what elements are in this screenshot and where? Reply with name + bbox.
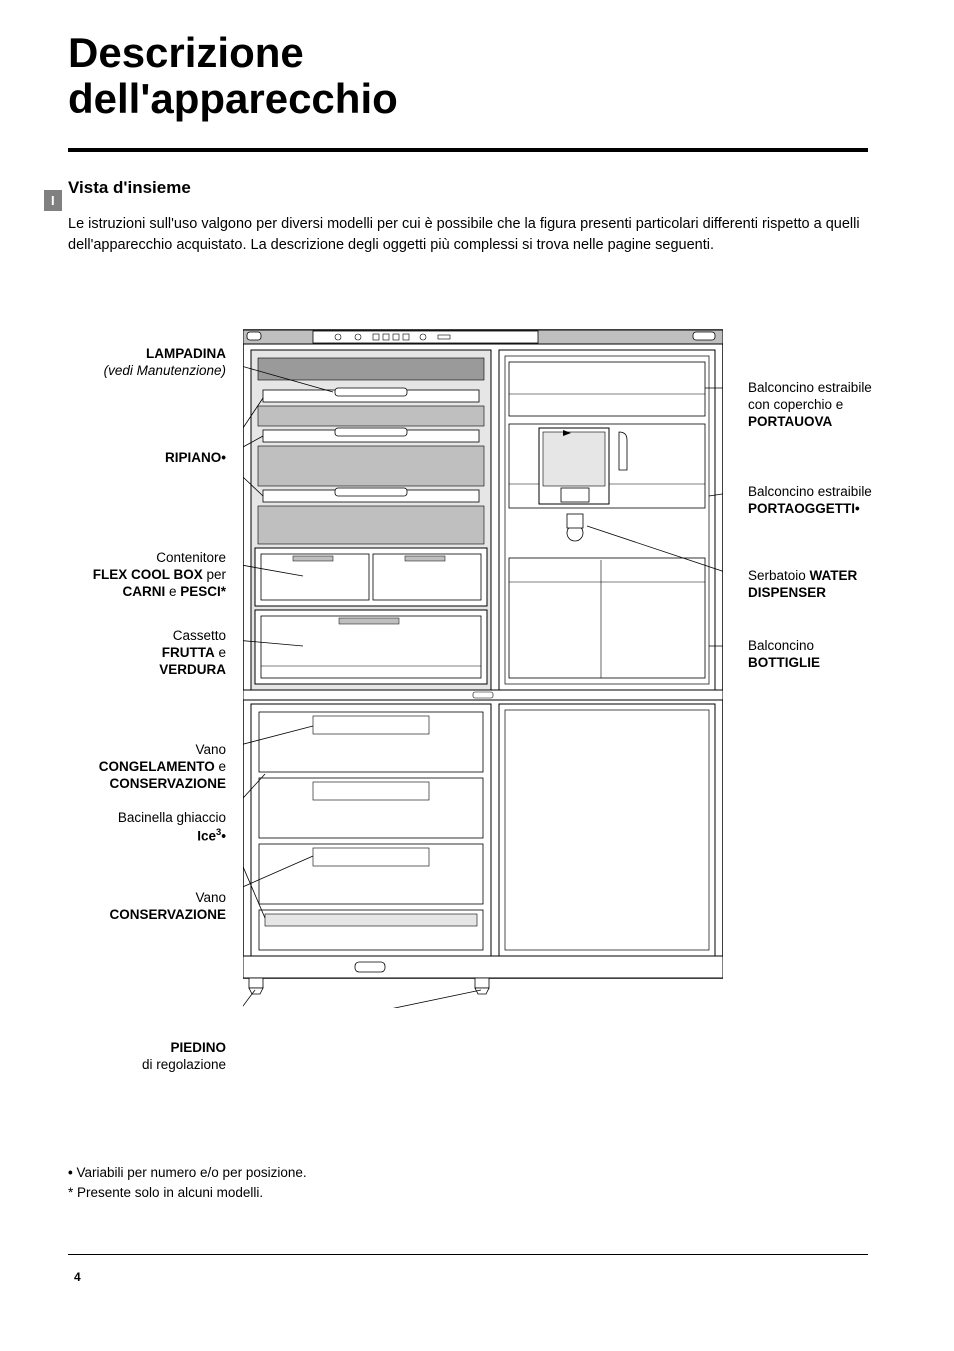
footnote-bullet: • Variabili per numero e/o per posizione… xyxy=(68,1163,307,1183)
appliance-diagram: LAMPADINA (vedi Manutenzione) RIPIANO• C… xyxy=(68,328,868,1078)
label-piedino: PIEDINO di regolazione xyxy=(68,1040,226,1074)
label-frutta-verdura: Cassetto FRUTTA e VERDURA xyxy=(68,628,226,679)
page-title: Descrizione dell'apparecchio xyxy=(68,30,398,122)
label-portaoggetti: Balconcino estraibile PORTAOGGETTI• xyxy=(748,484,908,518)
label-congelamento: Vano CONGELAMENTO e CONSERVAZIONE xyxy=(48,742,226,793)
intro-paragraph: Le istruzioni sull'uso valgono per diver… xyxy=(68,214,868,256)
label-flex-cool-box: Contenitore FLEX COOL BOX per CARNI e PE… xyxy=(38,550,226,601)
label-ice: Bacinella ghiaccio Ice3• xyxy=(68,810,226,845)
section-title: Vista d'insieme xyxy=(68,178,191,198)
footnote-asterisk: * Presente solo in alcuni modelli. xyxy=(68,1183,307,1203)
label-water-dispenser: Serbatoio WATER DISPENSER xyxy=(748,568,908,602)
language-tab: I xyxy=(44,190,62,211)
label-lampadina: LAMPADINA (vedi Manutenzione) xyxy=(68,346,226,380)
title-line-1: Descrizione xyxy=(68,30,398,76)
label-portauova: Balconcino estraibile con coperchio e PO… xyxy=(748,380,908,431)
label-bottiglie: Balconcino BOTTIGLIE xyxy=(748,638,908,672)
footnotes: • Variabili per numero e/o per posizione… xyxy=(68,1163,307,1204)
horizontal-rule-bottom xyxy=(68,1254,868,1255)
fridge-illustration xyxy=(243,328,723,1008)
page-number: 4 xyxy=(74,1270,81,1284)
title-line-2: dell'apparecchio xyxy=(68,76,398,122)
label-conservazione: Vano CONSERVAZIONE xyxy=(48,890,226,924)
horizontal-rule-top xyxy=(68,148,868,152)
label-ripiano: RIPIANO• xyxy=(68,450,226,467)
